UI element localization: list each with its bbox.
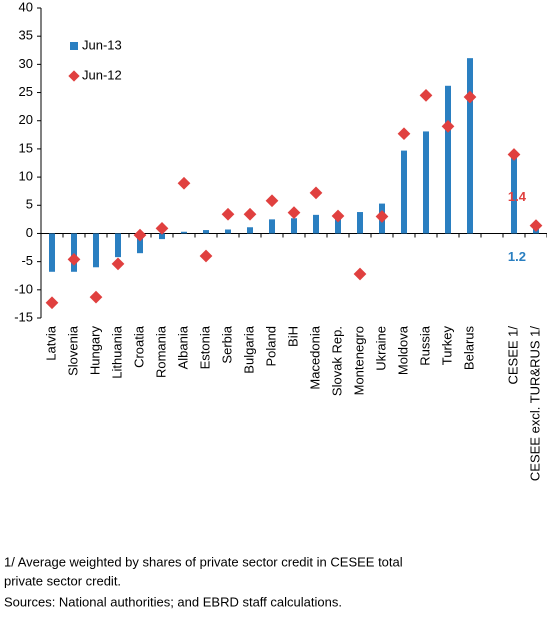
marker xyxy=(419,88,433,102)
y-tick-label: -15 xyxy=(14,309,33,324)
x-tick-label: Slovak Rep. xyxy=(329,326,344,396)
y-tick-label: 30 xyxy=(19,56,33,71)
legend-swatch xyxy=(70,42,78,50)
marker xyxy=(221,207,235,221)
marker xyxy=(45,296,59,310)
bar xyxy=(247,227,253,234)
x-tick-label: Belarus xyxy=(461,326,476,371)
x-tick-label: Romania xyxy=(153,325,168,378)
x-tick-label: Croatia xyxy=(131,325,146,368)
x-tick-label: CESEE excl. TUR&RUS 1/ xyxy=(527,326,542,481)
marker xyxy=(111,257,125,271)
x-tick-label: Moldova xyxy=(395,325,410,375)
marker xyxy=(375,210,389,223)
y-tick-label: 20 xyxy=(19,112,33,127)
x-tick-label: Turkey xyxy=(439,326,454,366)
x-tick-label: Serbia xyxy=(219,325,234,363)
bar xyxy=(181,231,187,234)
marker xyxy=(133,228,147,242)
marker xyxy=(397,127,411,141)
x-tick-label: Hungary xyxy=(87,326,102,376)
marker xyxy=(177,176,191,190)
legend-label: Jun-13 xyxy=(82,37,122,52)
marker xyxy=(243,207,257,221)
y-tick-label: -10 xyxy=(14,281,33,296)
legend-swatch xyxy=(68,70,80,82)
x-tick-label: BiH xyxy=(285,326,300,347)
bar xyxy=(335,213,341,234)
y-tick-label: 35 xyxy=(19,28,33,43)
bar xyxy=(49,233,55,272)
bar xyxy=(291,218,297,234)
y-tick-label: -5 xyxy=(21,253,33,268)
footnote: Sources: National authorities; and EBRD … xyxy=(4,594,342,609)
marker xyxy=(353,267,367,281)
x-tick-label: Estonia xyxy=(197,325,212,369)
x-tick-label: Montenegro xyxy=(351,326,366,395)
y-tick-label: 25 xyxy=(19,84,33,99)
x-tick-label: Macedonia xyxy=(307,325,322,389)
x-tick-label: Latvia xyxy=(43,325,58,360)
bar xyxy=(71,233,77,272)
marker xyxy=(309,186,323,200)
marker xyxy=(529,219,543,232)
bar xyxy=(137,233,143,254)
bar xyxy=(511,154,517,234)
marker xyxy=(441,119,455,133)
marker xyxy=(89,290,103,304)
y-tick-label: 40 xyxy=(19,0,33,14)
x-tick-label: Russia xyxy=(417,325,432,366)
x-tick-label: Slovenia xyxy=(65,325,80,376)
bar xyxy=(313,214,319,234)
bar xyxy=(401,150,407,234)
bar xyxy=(445,85,451,234)
y-tick-label: 10 xyxy=(19,169,33,184)
bar xyxy=(225,229,231,234)
x-tick-label: Lithuania xyxy=(109,325,124,379)
y-tick-label: 0 xyxy=(26,225,33,240)
bar xyxy=(423,131,429,234)
x-tick-label: Ukraine xyxy=(373,326,388,371)
marker xyxy=(287,206,301,219)
data-label: 1.2 xyxy=(508,249,526,264)
marker xyxy=(67,253,81,266)
marker xyxy=(155,222,169,235)
data-label: 1.4 xyxy=(508,189,527,204)
x-tick-label: Poland xyxy=(263,326,278,366)
x-tick-label: Albania xyxy=(175,325,190,369)
marker xyxy=(507,148,521,161)
footnote: 1/ Average weighted by shares of private… xyxy=(4,554,403,569)
bar xyxy=(203,230,209,234)
y-tick-label: 15 xyxy=(19,140,33,155)
bar xyxy=(93,233,99,268)
x-tick-label: Bulgaria xyxy=(241,325,256,373)
x-tick-label: CESEE 1/ xyxy=(505,326,520,385)
bar xyxy=(467,58,473,234)
bar xyxy=(357,212,363,234)
marker xyxy=(265,194,279,208)
bar xyxy=(269,219,275,234)
marker xyxy=(199,249,213,263)
legend-label: Jun-12 xyxy=(82,67,122,82)
marker xyxy=(331,209,345,223)
y-tick-label: 5 xyxy=(26,197,33,212)
footnote: private sector credit. xyxy=(4,573,121,588)
bar xyxy=(115,233,121,258)
bar xyxy=(159,233,165,240)
marker xyxy=(463,90,477,104)
